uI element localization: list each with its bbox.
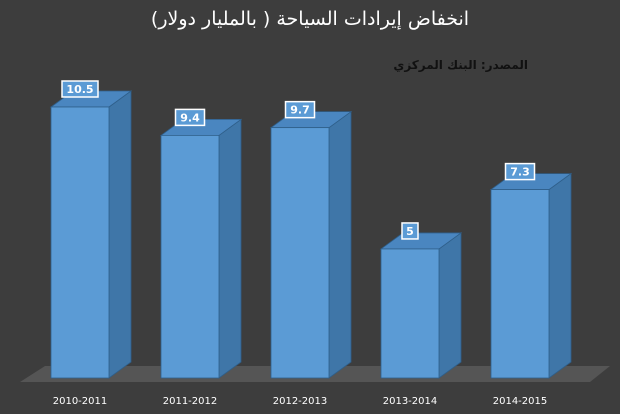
bar-2: [270, 127, 330, 379]
data-label-2: 9.7: [290, 104, 310, 117]
x-tick-label-0: 2010-2011: [53, 396, 108, 407]
data-label-box-0: [61, 80, 99, 98]
data-label-4: 7.3: [510, 166, 530, 179]
bar-0: [50, 106, 110, 379]
data-label-1: 9.4: [180, 111, 200, 124]
bar-4: [490, 189, 550, 379]
bar-side-1: [218, 118, 242, 379]
data-label-box-4: [504, 162, 536, 181]
data-label-box-1: [174, 108, 206, 127]
data-label-box-3: [401, 222, 419, 240]
bar-1: [160, 134, 220, 379]
bar-side-0: [108, 90, 132, 379]
data-label-0: 10.5: [66, 83, 93, 96]
chart-source-annotation: المصدر: البنك المركزي: [393, 58, 528, 72]
bar-side-3: [438, 232, 462, 379]
x-tick-label-3: 2013-2014: [383, 396, 438, 407]
x-tick-label-2: 2012-2013: [273, 396, 328, 407]
bar-side-4: [548, 172, 572, 379]
data-label-box-2: [284, 100, 316, 119]
data-label-3: 5: [406, 225, 414, 238]
bar-side-2: [328, 110, 352, 379]
bar-3: [380, 248, 440, 379]
x-tick-label-4: 2014-2015: [493, 396, 548, 407]
chart-title: انخفاض إيرادات السياحة ( بالمليار دولار): [150, 8, 470, 30]
x-tick-label-1: 2011-2012: [163, 396, 218, 407]
